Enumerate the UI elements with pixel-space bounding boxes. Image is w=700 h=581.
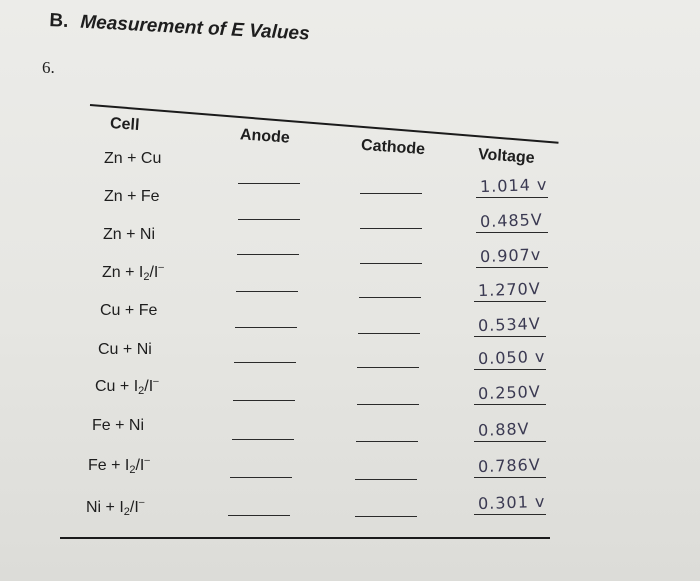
cell-name: Cu + I2/I– xyxy=(95,376,159,397)
anode-blank[interactable] xyxy=(232,439,294,440)
section-title: Measurement of E Values xyxy=(79,11,311,45)
voltage-value: 0.786V xyxy=(477,454,542,477)
anode-blank[interactable] xyxy=(233,400,295,401)
anode-blank[interactable] xyxy=(228,515,290,516)
voltage-value: 0.250V xyxy=(477,381,542,404)
cell-name: Zn + Cu xyxy=(104,150,162,167)
anode-blank[interactable] xyxy=(236,291,298,292)
cathode-blank[interactable] xyxy=(355,516,417,517)
table-bottom-rule xyxy=(60,537,550,539)
voltage-blank xyxy=(474,404,546,405)
cathode-blank[interactable] xyxy=(357,404,419,405)
voltage-value: 1.014 v xyxy=(479,174,548,197)
anode-blank[interactable] xyxy=(238,183,300,184)
table-top-rule xyxy=(89,104,559,144)
voltage-blank xyxy=(476,232,548,233)
anode-blank[interactable] xyxy=(237,254,299,255)
cathode-blank[interactable] xyxy=(360,228,422,229)
anode-blank[interactable] xyxy=(234,362,296,363)
cell-name: Zn + I2/I– xyxy=(102,262,164,283)
cathode-blank[interactable] xyxy=(358,333,420,334)
cathode-blank[interactable] xyxy=(359,297,421,298)
cell-name: Cu + Fe xyxy=(100,302,158,319)
voltage-value: 0.301 v xyxy=(477,491,546,514)
anode-blank[interactable] xyxy=(230,477,292,478)
cathode-blank[interactable] xyxy=(355,479,417,480)
cell-name: Fe + I2/I– xyxy=(88,455,150,476)
voltage-value: 1.270V xyxy=(477,278,542,301)
cell-name: Zn + Fe xyxy=(104,188,160,205)
cathode-blank[interactable] xyxy=(356,441,418,442)
question-number: 6. xyxy=(42,58,55,77)
cell-name: Zn + Ni xyxy=(103,226,156,243)
header-anode: Anode xyxy=(239,126,291,147)
voltage-blank xyxy=(474,301,546,302)
cathode-blank[interactable] xyxy=(360,263,422,264)
header-voltage: Voltage xyxy=(477,146,536,167)
voltage-value: 0.88V xyxy=(477,419,530,440)
voltage-value: 0.050 v xyxy=(477,346,546,369)
cathode-blank[interactable] xyxy=(357,367,419,368)
header-cell: Cell xyxy=(109,114,140,135)
voltage-blank xyxy=(476,267,548,268)
voltage-value: 0.534V xyxy=(477,313,542,336)
cell-name: Ni + I2/I– xyxy=(86,497,145,518)
voltage-blank xyxy=(476,197,548,198)
voltage-blank xyxy=(474,514,546,515)
voltage-blank xyxy=(474,336,546,337)
anode-blank[interactable] xyxy=(238,219,300,220)
header-cathode: Cathode xyxy=(360,136,426,159)
voltage-value: 0.485V xyxy=(479,209,544,232)
voltage-blank xyxy=(474,441,546,442)
cathode-blank[interactable] xyxy=(360,193,422,194)
section-letter: B. xyxy=(48,10,69,32)
anode-blank[interactable] xyxy=(235,327,297,328)
voltage-blank xyxy=(474,477,546,478)
cell-name: Cu + Ni xyxy=(98,341,152,358)
voltage-blank xyxy=(474,369,546,370)
section-heading: B. Measurement of E Values xyxy=(49,10,310,46)
cell-name: Fe + Ni xyxy=(92,417,145,434)
voltage-value: 0.907v xyxy=(479,244,542,267)
